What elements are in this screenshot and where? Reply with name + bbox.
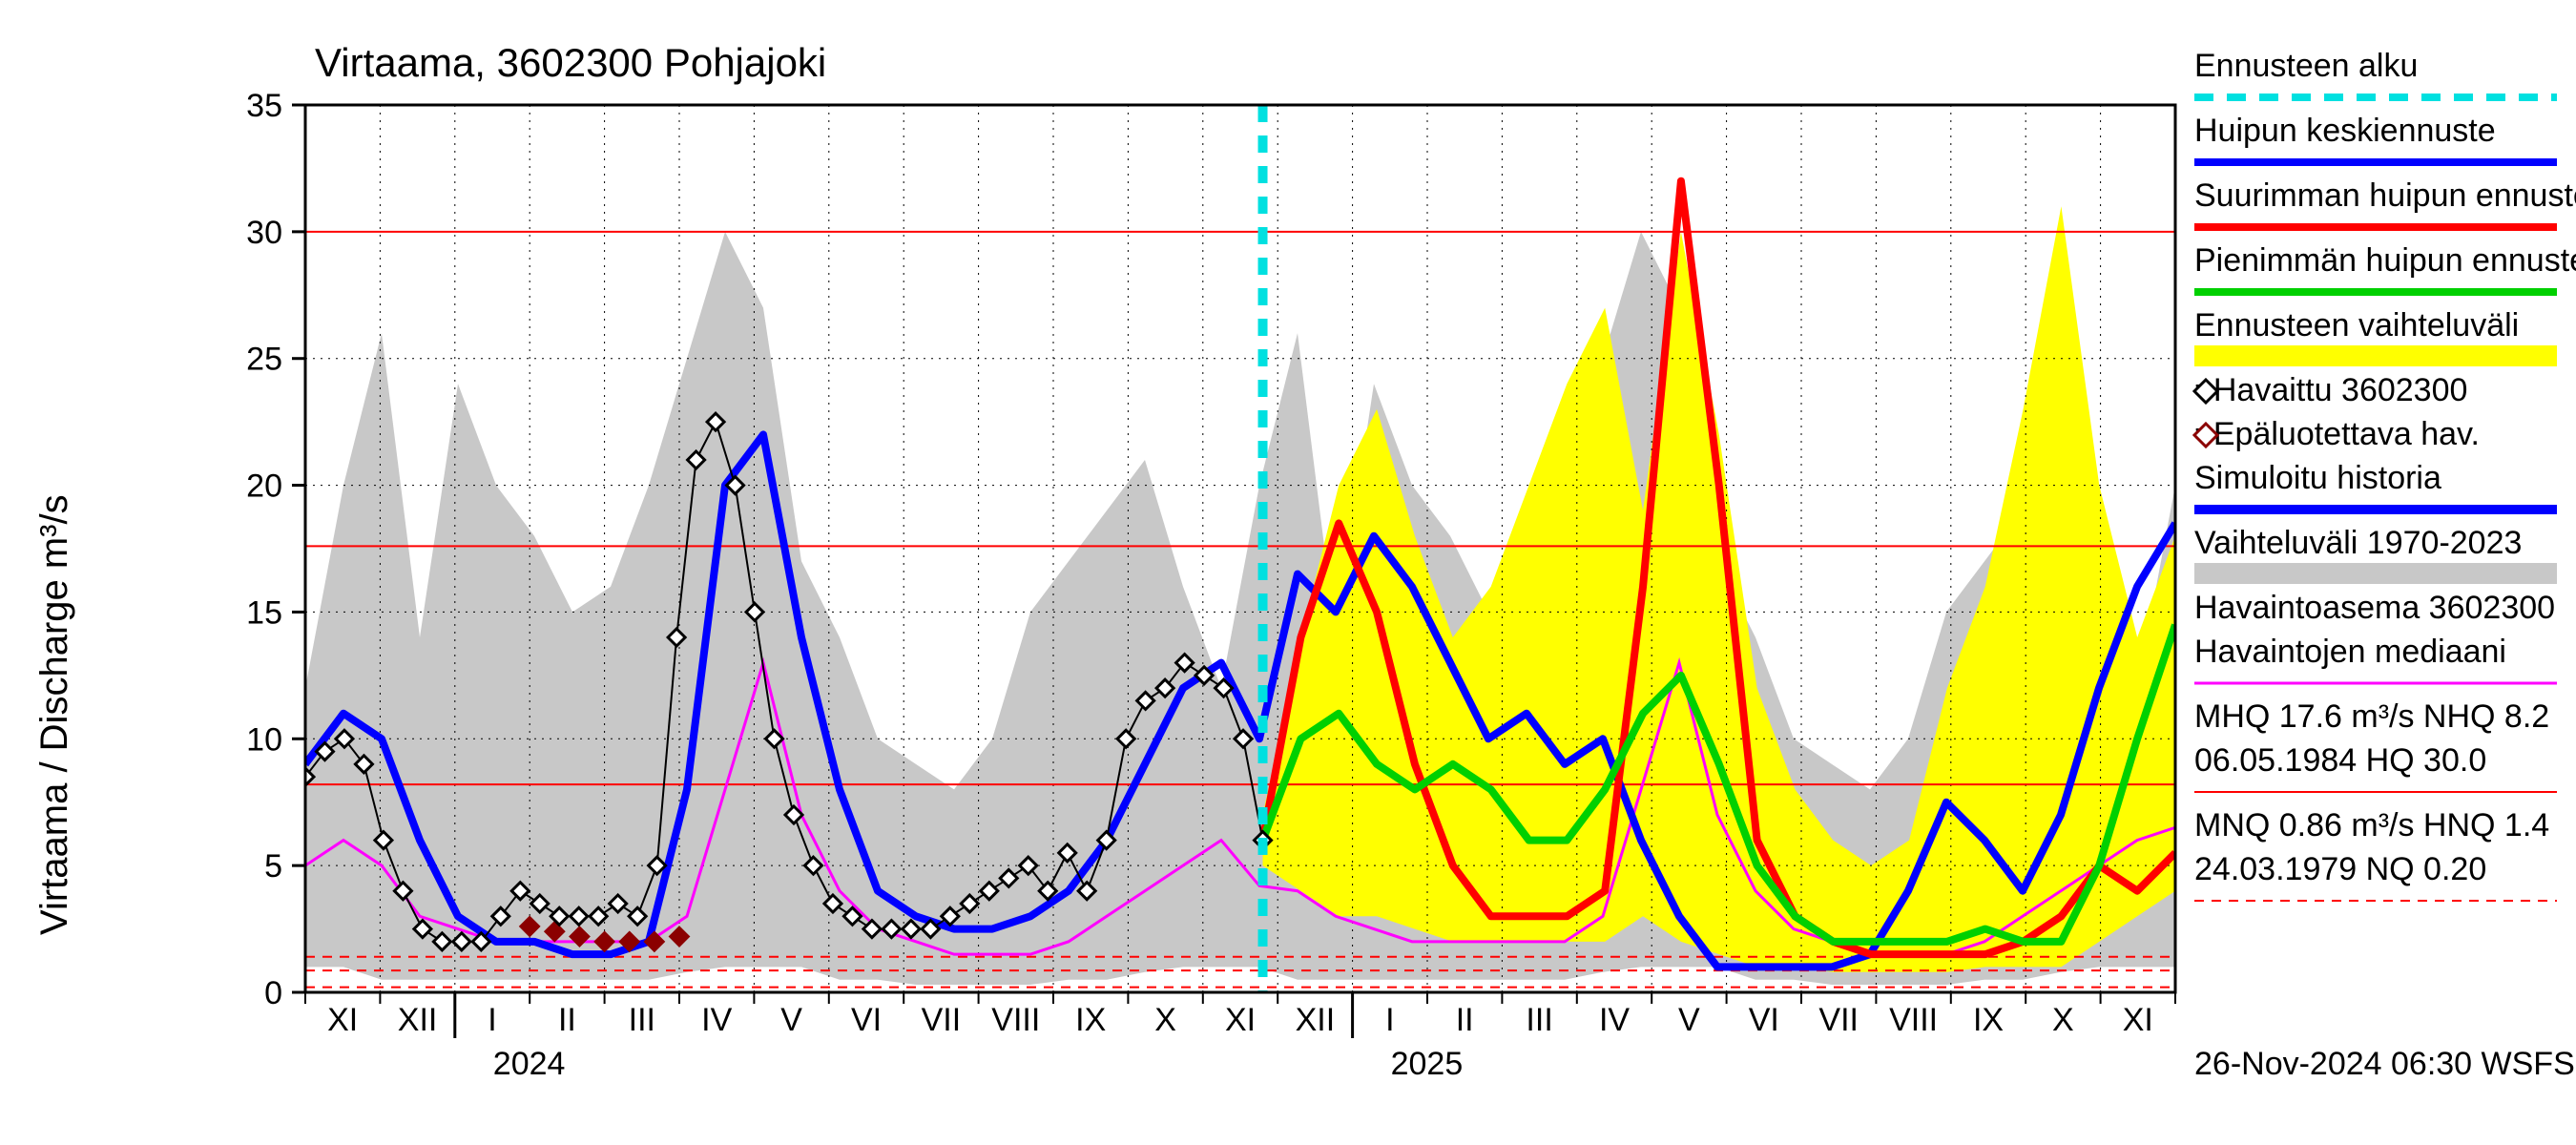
legend-label: 06.05.1984 HQ 30.0 — [2194, 742, 2486, 779]
x-month-label: X — [1154, 1002, 1176, 1038]
legend-label: =Epäluotettava hav. — [2194, 416, 2480, 452]
x-month-label: XII — [398, 1002, 438, 1038]
legend-label: Ennusteen alku — [2194, 48, 2418, 84]
legend-label: Havaintoasema 3602300 — [2194, 590, 2555, 626]
legend-sample-box — [2194, 345, 2557, 366]
legend-label: =Havaittu 3602300 — [2194, 372, 2467, 408]
x-month-label: VI — [1749, 1002, 1779, 1038]
legend-label: Havaintojen mediaani — [2194, 634, 2506, 670]
legend-label: MNQ 0.86 m³/s HNQ 1.4 — [2194, 807, 2549, 843]
x-month-label: V — [1678, 1002, 1700, 1038]
x-month-label: XI — [2123, 1002, 2153, 1038]
x-month-label: III — [1526, 1002, 1552, 1038]
x-month-label: II — [558, 1002, 576, 1038]
x-year-label: 2024 — [493, 1046, 566, 1082]
x-month-label: X — [2052, 1002, 2074, 1038]
chart-svg: 05101520253035XIXIIIIIIIIIVVVIVIIVIIIIXX… — [0, 0, 2576, 1145]
x-month-label: XI — [327, 1002, 358, 1038]
x-month-label: VI — [851, 1002, 882, 1038]
timestamp-label: 26-Nov-2024 06:30 WSFS-O — [2194, 1046, 2576, 1082]
chart-title: Virtaama, 3602300 Pohjajoki — [315, 40, 826, 85]
y-tick-label: 5 — [264, 848, 282, 885]
x-month-label: II — [1456, 1002, 1474, 1038]
legend-label: Suurimman huipun ennuste — [2194, 177, 2576, 214]
y-tick-label: 25 — [246, 342, 282, 378]
discharge-chart: 05101520253035XIXIIIIIIIIIVVVIVIIVIIIIXX… — [0, 0, 2576, 1145]
x-year-label: 2025 — [1391, 1046, 1464, 1082]
y-tick-label: 10 — [246, 721, 282, 758]
x-month-label: V — [780, 1002, 802, 1038]
y-tick-label: 35 — [246, 88, 282, 124]
legend-label: Ennusteen vaihteluväli — [2194, 307, 2519, 344]
x-month-label: IX — [1075, 1002, 1106, 1038]
y-axis-label: Virtaama / Discharge m³/s — [33, 494, 75, 935]
legend-label: Vaihteluväli 1970-2023 — [2194, 525, 2522, 561]
x-month-label: I — [1385, 1002, 1394, 1038]
legend-label: Huipun keskiennuste — [2194, 113, 2496, 149]
x-month-label: VII — [1818, 1002, 1859, 1038]
y-tick-label: 20 — [246, 468, 282, 505]
x-month-label: XI — [1225, 1002, 1256, 1038]
legend-label: Simuloitu historia — [2194, 460, 2441, 496]
x-month-label: IX — [1973, 1002, 2004, 1038]
legend-label: Pienimmän huipun ennuste — [2194, 242, 2576, 279]
x-month-label: VIII — [1889, 1002, 1938, 1038]
y-tick-label: 15 — [246, 594, 282, 631]
x-month-label: IV — [1599, 1002, 1630, 1038]
x-month-label: VII — [922, 1002, 962, 1038]
y-tick-label: 0 — [264, 975, 282, 1011]
x-month-label: VIII — [991, 1002, 1040, 1038]
x-month-label: XII — [1296, 1002, 1336, 1038]
y-tick-label: 30 — [246, 215, 282, 251]
x-month-label: III — [629, 1002, 655, 1038]
legend-label: 24.03.1979 NQ 0.20 — [2194, 851, 2486, 887]
legend-label: MHQ 17.6 m³/s NHQ 8.2 — [2194, 698, 2549, 735]
legend-sample-box — [2194, 563, 2557, 584]
x-month-label: I — [488, 1002, 496, 1038]
x-month-label: IV — [701, 1002, 732, 1038]
